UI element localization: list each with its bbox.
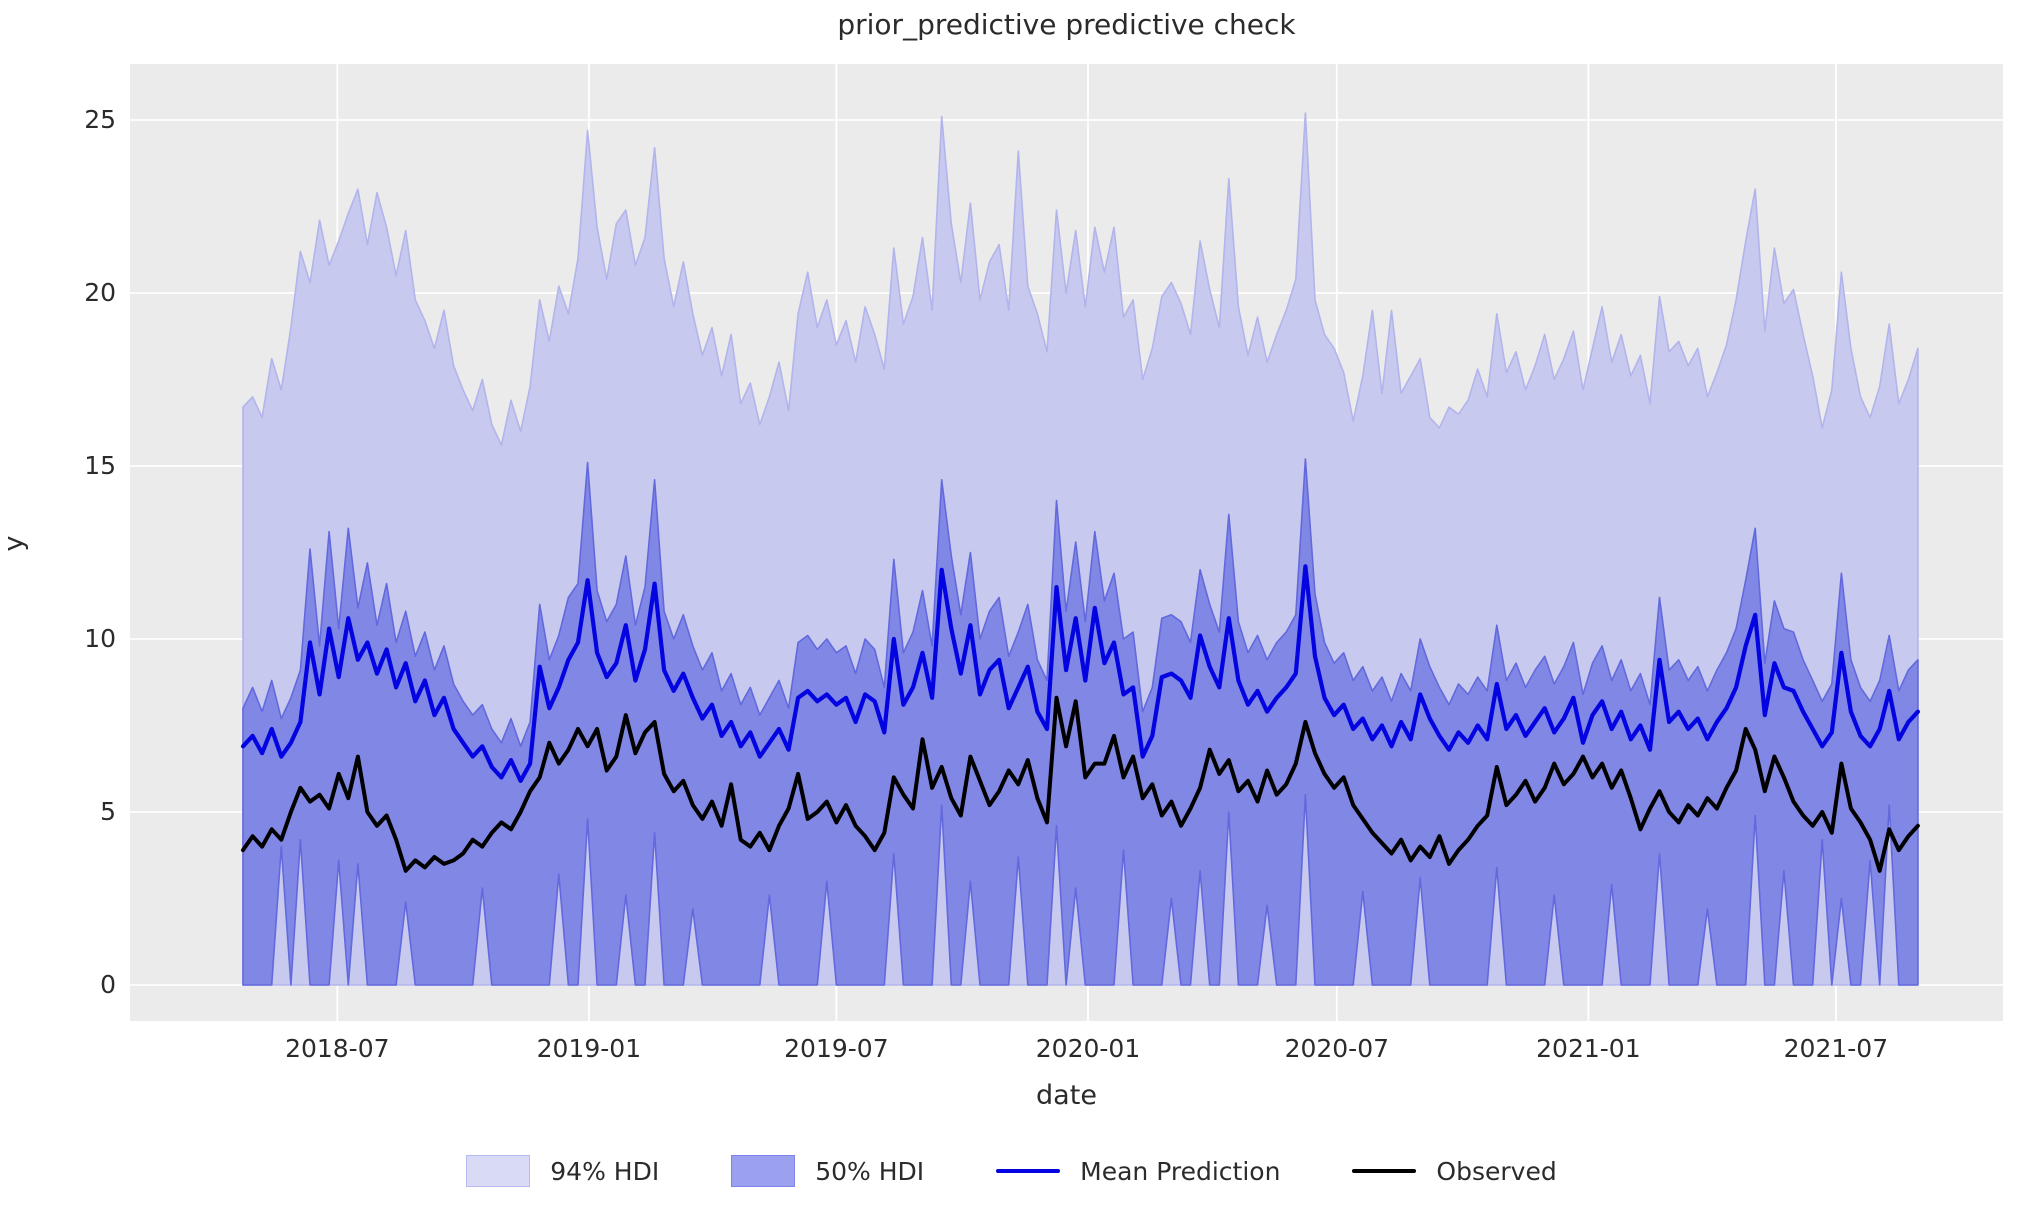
y-tick-label: 5 [100, 797, 116, 826]
legend-label: 94% HDI [550, 1156, 660, 1186]
band-50-hdi [242, 458, 1919, 986]
y-tick-label: 10 [84, 624, 116, 653]
legend: 94% HDI 50% HDI Mean Prediction Observed [0, 1143, 2023, 1199]
y-tick-label: 15 [84, 451, 116, 480]
legend-patch-icon [466, 1155, 531, 1187]
legend-label: Mean Prediction [1080, 1156, 1281, 1186]
x-tick-label: 2019-07 [784, 1034, 889, 1063]
legend-patch-icon [731, 1155, 796, 1187]
legend-line-icon [1352, 1169, 1417, 1173]
legend-item: Observed [1352, 1156, 1557, 1186]
x-tick-label: 2020-01 [1035, 1034, 1141, 1063]
y-tick-label: 20 [84, 278, 116, 307]
x-tick-label: 2019-01 [536, 1034, 642, 1063]
legend-label: Observed [1436, 1156, 1557, 1186]
legend-item: Mean Prediction [996, 1157, 1280, 1186]
x-tick-label: 2021-01 [1536, 1034, 1641, 1063]
line-mean-prediction [240, 564, 1920, 783]
y-axis-label: y [0, 535, 30, 552]
legend-label: 50% HDI [815, 1156, 925, 1186]
x-axis-label: date [1036, 1080, 1097, 1111]
x-tick-label: 2020-07 [1284, 1034, 1390, 1063]
legend-line-icon [996, 1169, 1061, 1173]
line-observed [241, 695, 1920, 873]
plot-area [130, 64, 2003, 1021]
y-tick-label: 25 [84, 105, 116, 134]
x-tick-label: 2018-07 [285, 1034, 390, 1063]
chart-svg [130, 64, 2003, 1021]
legend-item: 94% HDI [466, 1155, 659, 1187]
y-tick-label: 0 [100, 970, 116, 999]
x-tick-label: 2021-07 [1783, 1034, 1889, 1063]
chart-title: prior_predictive predictive check [837, 8, 1296, 41]
legend-item: 50% HDI [731, 1155, 924, 1187]
